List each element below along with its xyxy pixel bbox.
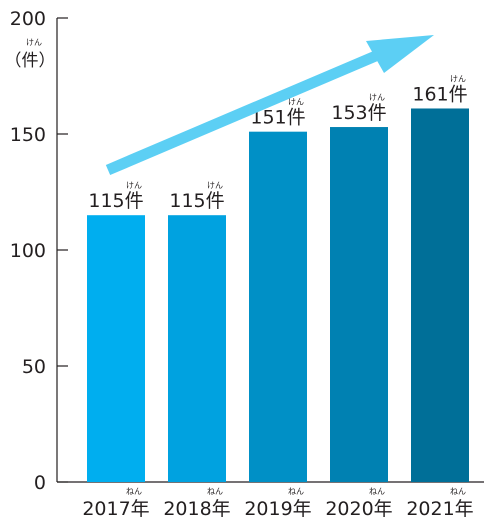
trend-arrow-shaft	[105, 49, 381, 176]
bar	[411, 108, 469, 482]
x-tick-label-ruby: ねん	[369, 487, 385, 496]
y-ticks: 0 50 100 150 200	[10, 8, 68, 494]
y-tick-label: 100	[10, 240, 46, 262]
trend-arrow	[105, 35, 434, 176]
bar	[249, 131, 307, 482]
value-label: 153件	[331, 102, 386, 124]
x-tick-label: 2021年	[406, 498, 473, 520]
x-tick-label-ruby: ねん	[450, 487, 466, 496]
y-tick-label: 0	[34, 472, 46, 494]
trend-arrow-head	[366, 35, 434, 73]
y-unit-text: （件）	[5, 51, 56, 71]
y-tick-label: 50	[22, 356, 46, 378]
value-label: 151件	[250, 107, 305, 129]
value-label: 161件	[412, 83, 467, 105]
y-tick-label: 200	[10, 8, 46, 30]
value-label-ruby: けん	[450, 74, 466, 83]
y-unit-ruby: けん	[26, 38, 42, 47]
x-tick-label: 2019年	[244, 498, 311, 520]
bar	[330, 127, 388, 482]
x-tick-label: 2017年	[82, 498, 149, 520]
x-tick-label: 2020年	[325, 498, 392, 520]
value-label-ruby: けん	[369, 93, 385, 102]
value-label-ruby: けん	[207, 181, 223, 190]
x-tick-label-ruby: ねん	[207, 487, 223, 496]
x-tick-label-ruby: ねん	[288, 487, 304, 496]
value-label-ruby: けん	[126, 181, 142, 190]
bar	[168, 215, 226, 482]
y-unit-label: けん （件）	[5, 38, 56, 71]
bar	[87, 215, 145, 482]
value-label: 115件	[88, 190, 143, 212]
x-tick-label-ruby: ねん	[126, 487, 142, 496]
y-tick-label: 150	[10, 124, 46, 146]
value-label-ruby: けん	[288, 98, 304, 107]
x-tick-labels: 2017年 ねん 2018年 ねん 2019年 ねん 2020年 ねん 2021年 ねん	[82, 487, 473, 520]
x-tick-label: 2018年	[163, 498, 230, 520]
bars	[87, 108, 469, 482]
value-label: 115件	[169, 190, 224, 212]
